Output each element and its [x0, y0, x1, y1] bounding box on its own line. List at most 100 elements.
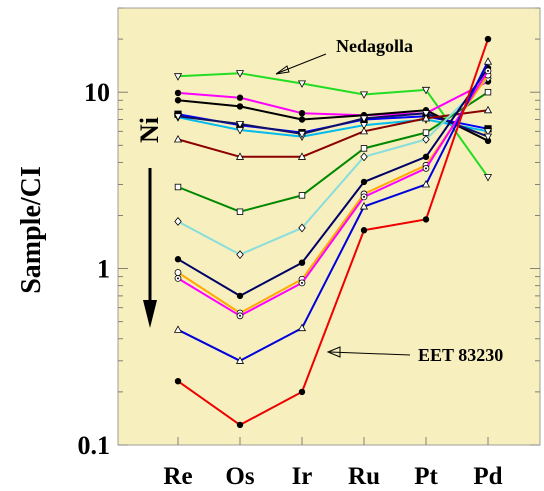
data-point	[421, 179, 431, 188]
series-12	[173, 57, 493, 364]
series-line	[177, 38, 489, 426]
data-point	[360, 178, 368, 186]
axis-ticks	[118, 7, 540, 446]
data-point	[483, 105, 493, 114]
data-point	[484, 88, 492, 96]
data-point	[298, 192, 306, 199]
data-point	[360, 145, 368, 152]
data-point	[298, 259, 306, 266]
y-axis-title: Sample/CI	[16, 166, 47, 294]
y-tick-labels: 0.1 1 10	[78, 78, 111, 460]
series-line	[177, 61, 489, 362]
annotation-eet83230-arrowhead	[326, 346, 341, 358]
data-point	[298, 109, 306, 117]
x-tick-label: Pt	[414, 463, 438, 490]
data-point-center	[363, 195, 365, 198]
x-tick-labels: Re Os Ir Ru Pt Pd	[163, 463, 502, 490]
x-tick-label: Ru	[348, 463, 380, 490]
data-point	[297, 80, 307, 88]
data-point	[298, 388, 306, 396]
plot-frame	[117, 7, 541, 446]
series-line	[177, 67, 489, 297]
data-point	[421, 113, 431, 122]
data-point	[422, 216, 430, 223]
series-9	[174, 64, 492, 300]
x-tick-label: Ir	[292, 463, 313, 490]
trend-arrow	[143, 168, 157, 328]
data-point	[422, 134, 430, 144]
data-point	[174, 89, 182, 97]
series-6	[173, 105, 493, 160]
data-point	[422, 129, 430, 136]
x-tick-label: Re	[163, 463, 192, 490]
data-point	[236, 103, 244, 110]
data-point	[235, 121, 245, 129]
x-tick-label: Os	[225, 463, 254, 490]
series-line	[177, 80, 489, 117]
data-point	[359, 91, 369, 99]
series-line	[177, 99, 489, 142]
data-point-center	[425, 167, 427, 170]
data-point	[297, 130, 307, 139]
series-11	[174, 67, 492, 320]
data-point	[422, 153, 430, 161]
annotation-eet83230: EET 83230	[418, 345, 503, 365]
data-point	[421, 86, 431, 95]
series-7	[174, 88, 492, 215]
data-point	[174, 217, 182, 226]
data-point	[298, 223, 306, 233]
data-point	[421, 110, 431, 118]
data-point	[484, 35, 492, 43]
data-point	[173, 113, 183, 121]
data-point	[173, 325, 183, 333]
y-tick-label: 10	[84, 78, 110, 107]
data-point	[174, 183, 182, 191]
y-tick-label: 1	[97, 255, 110, 284]
data-point	[359, 126, 369, 135]
data-point	[174, 269, 182, 276]
data-point	[236, 94, 244, 101]
x-tick-label: Pd	[473, 463, 502, 490]
data-point	[360, 227, 368, 234]
data-point	[359, 115, 369, 123]
annotation-nedagolla-arrowhead	[275, 65, 290, 75]
data-point	[360, 152, 368, 162]
series-line	[177, 70, 489, 317]
data-point-center	[487, 69, 489, 72]
series-line	[177, 109, 489, 158]
data-point-center	[177, 277, 179, 280]
data-point	[236, 208, 244, 215]
annotations: Nedagolla EET 83230	[275, 36, 503, 365]
data-point	[359, 202, 369, 210]
data-point-center	[301, 281, 303, 284]
series-line	[177, 116, 489, 138]
series-line	[177, 72, 489, 178]
data-point	[174, 256, 182, 263]
data-point	[297, 152, 307, 160]
data-point	[483, 174, 493, 182]
data-point	[236, 421, 244, 429]
trend-label: Ni	[135, 117, 164, 143]
data-point	[298, 116, 306, 123]
data-point	[236, 250, 244, 260]
series-layer	[173, 35, 493, 429]
data-point	[173, 134, 183, 143]
data-point	[173, 73, 183, 81]
y-tick-label: 0.1	[78, 431, 111, 460]
data-point	[236, 292, 244, 300]
data-point	[483, 57, 493, 65]
series-0	[173, 70, 493, 182]
series-line	[177, 77, 489, 256]
data-point	[483, 133, 493, 142]
data-point	[235, 356, 245, 364]
data-point	[174, 97, 182, 104]
data-point	[483, 128, 493, 136]
series-13	[174, 35, 492, 429]
annotation-eet83230-arrow	[329, 351, 411, 356]
annotation-nedagolla: Nedagolla	[336, 36, 413, 56]
series-line	[177, 91, 489, 213]
data-point	[235, 70, 245, 78]
data-point	[235, 152, 245, 160]
data-point	[174, 377, 182, 385]
